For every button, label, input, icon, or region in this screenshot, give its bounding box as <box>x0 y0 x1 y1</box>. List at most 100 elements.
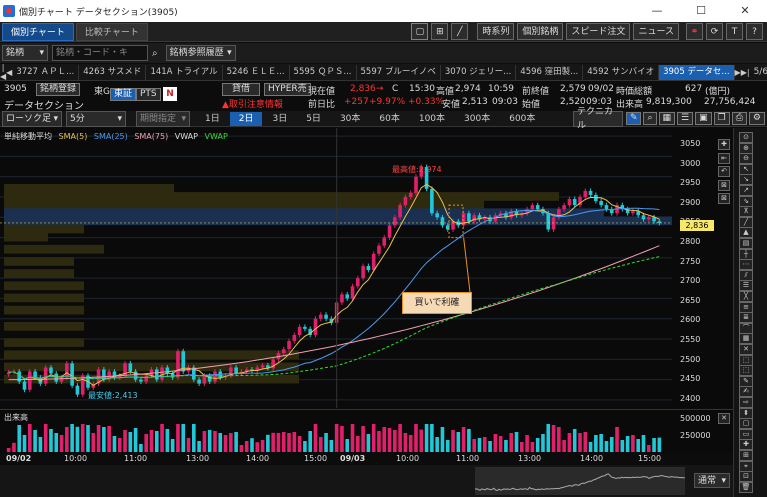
timeseries-button[interactable]: 時系列 <box>477 23 515 40</box>
maximize-icon[interactable]: ☐ <box>696 4 706 17</box>
mode-select[interactable]: 通常 ▾ <box>694 473 730 488</box>
drawing-tool-icon[interactable]: ╳ <box>739 291 753 302</box>
navigator[interactable]: 通常 ▾ <box>0 465 733 497</box>
save-icon[interactable]: ▣ <box>695 112 712 125</box>
drawing-tool-icon[interactable]: ⊡ <box>739 471 753 483</box>
drawing-tool-icon[interactable]: ▤ <box>739 238 753 249</box>
drawing-tool-icon[interactable]: ⊕ <box>739 142 753 154</box>
drawing-tool-icon[interactable]: ▢ <box>739 418 753 430</box>
minimize-icon[interactable]: — <box>651 4 663 17</box>
individual-stock-button[interactable]: 個別銘柄 <box>517 23 564 40</box>
watch-item[interactable]: 5246 ＥＬＥ... <box>223 64 290 80</box>
first-icon[interactable]: |◀ <box>0 63 7 81</box>
last-icon[interactable]: ▶| <box>740 67 750 77</box>
close-icon[interactable]: ✕ <box>740 4 750 17</box>
drawing-tool-icon[interactable]: ⊙ <box>739 132 753 143</box>
chart-type-select[interactable]: ローソク足 ▾ <box>2 110 62 127</box>
technical-button[interactable]: テクニカル <box>572 107 623 131</box>
news-button[interactable]: ニュース <box>633 23 679 40</box>
drawing-tool-icon[interactable]: ⌒ <box>739 322 753 334</box>
next-icon[interactable]: ▶ <box>734 67 741 77</box>
help-icon[interactable]: ? <box>746 23 763 40</box>
drawing-tool-icon[interactable]: ≣ <box>739 312 753 324</box>
period-button[interactable]: 100本 <box>418 113 446 124</box>
drawing-tool-icon[interactable]: 🗑 <box>739 481 753 493</box>
exchange-button[interactable]: 東証 <box>110 88 137 101</box>
period-button[interactable]: 5日 <box>306 113 321 124</box>
list-icon[interactable]: ☰ <box>677 112 694 125</box>
link-icon[interactable]: ⚭ <box>686 23 703 40</box>
nikkei-icon[interactable]: N <box>163 87 177 101</box>
warning-link[interactable]: ▲取引注意情報 <box>222 97 283 110</box>
volume-pane[interactable]: 出来高 500000 250000 ✕ <box>0 409 733 453</box>
drawing-tool-icon[interactable]: ▦ <box>739 333 753 345</box>
speed-order-button[interactable]: スピード注文 <box>566 23 631 40</box>
grid-icon[interactable]: ▦ <box>658 112 676 125</box>
text-icon[interactable]: T <box>726 23 743 40</box>
drawing-tool-icon[interactable]: ↗ <box>739 185 753 196</box>
drawing-tool-icon[interactable]: ✚ <box>739 439 753 451</box>
chart-side-tool-icon[interactable]: ⊠ <box>718 193 730 204</box>
watch-item[interactable]: 3070 ジェリー... <box>441 64 517 80</box>
watch-item[interactable]: 5595 ＱＰＳ... <box>290 64 357 80</box>
drawing-tool-icon[interactable]: ⇘ <box>739 195 753 207</box>
drawing-tool-icon[interactable]: ⊞ <box>739 450 753 461</box>
drawing-tool-icon[interactable]: ≡ <box>739 301 753 313</box>
register-button[interactable]: 銘柄登録 <box>36 83 81 96</box>
drawing-tool-icon[interactable]: ✎ <box>739 375 753 387</box>
drawing-tool-icon[interactable]: ⬚ <box>739 365 753 377</box>
search-icon[interactable]: ⌕ <box>152 47 158 59</box>
watch-item[interactable]: 141A トライアル <box>146 64 223 80</box>
brand-select[interactable]: 銘柄 ▾ <box>2 45 48 61</box>
layout-single-icon[interactable]: ▢ <box>411 23 429 40</box>
period-button[interactable]: 3日 <box>272 113 288 124</box>
drawing-tool-icon[interactable]: ✍ <box>739 386 753 398</box>
drawing-tool-icon[interactable]: ⬍ <box>739 407 753 419</box>
drawing-tool-icon[interactable]: ⌖ <box>739 460 753 472</box>
period-button[interactable]: 60本 <box>379 113 400 124</box>
watch-item[interactable]: 4263 サスメド <box>79 64 147 80</box>
drawing-tool-icon[interactable]: ⫽ <box>739 269 753 281</box>
period-button[interactable]: 30本 <box>339 113 361 124</box>
prev-icon[interactable]: ◀ <box>6 67 13 77</box>
zoom-icon[interactable]: ⌕ <box>643 112 657 125</box>
settings-icon[interactable]: ⚙ <box>748 112 765 125</box>
chart-side-tool-icon[interactable]: ↶ <box>718 166 730 177</box>
drawing-tool-icon[interactable]: ╱ <box>739 216 753 228</box>
watch-item[interactable]: 5597 ブルーイノベ <box>357 64 441 80</box>
chart-side-tool-icon[interactable]: ⊠ <box>718 179 730 191</box>
drawing-tool-icon[interactable]: ⬚ <box>739 354 753 366</box>
price-chart[interactable]: 単純移動平均 SMA(5) SMA(25) SMA(75) VWAP VWAP … <box>0 128 700 408</box>
copy-icon[interactable]: ❐ <box>713 112 730 125</box>
chart-side-tool-icon[interactable]: ✚ <box>718 139 730 150</box>
pen-icon[interactable]: ✎ <box>625 112 642 125</box>
period-select[interactable]: 期間指定 ▾ <box>136 110 190 127</box>
margin-badge[interactable]: 貸借 <box>222 83 260 96</box>
watch-item[interactable]: 4592 サンバイオ <box>583 64 660 80</box>
tab-compare-chart[interactable]: 比較チャート <box>75 22 148 41</box>
interval-select[interactable]: 5分 ▾ <box>66 110 126 127</box>
draw-line-icon[interactable]: ╱ <box>451 23 469 40</box>
drawing-tool-icon[interactable]: ┼ <box>739 248 753 260</box>
drawing-tool-icon[interactable]: ▭ <box>739 428 753 440</box>
hyper-badge[interactable]: HYPER売 <box>264 83 311 96</box>
close-pane-icon[interactable]: ✕ <box>718 413 730 424</box>
pts-button[interactable]: PTS <box>136 88 161 101</box>
search-input[interactable]: 銘柄・コード・キー... <box>52 45 148 72</box>
drawing-tool-icon[interactable]: ☰ <box>739 280 753 292</box>
period-button[interactable]: 1日 <box>205 113 220 124</box>
drawing-tool-icon[interactable]: ↖ <box>739 163 753 175</box>
watch-item[interactable]: 4596 窪田製... <box>516 64 584 80</box>
chart-side-tool-icon[interactable]: ⇤ <box>718 152 730 164</box>
drawing-tool-icon[interactable]: ⊖ <box>739 153 753 165</box>
period-button[interactable]: 300本 <box>464 113 491 124</box>
tab-individual-chart[interactable]: 個別チャート <box>2 22 74 41</box>
refresh-icon[interactable]: ⟳ <box>706 23 723 40</box>
print-icon[interactable]: ⎙ <box>731 112 747 125</box>
drawing-tool-icon[interactable]: ✕ <box>739 344 753 355</box>
drawing-tool-icon[interactable]: ⊼ <box>739 206 753 218</box>
drawing-tool-icon[interactable]: ⇨ <box>739 397 753 408</box>
layout-grid-icon[interactable]: ⊞ <box>431 23 449 40</box>
drawing-tool-icon[interactable]: ▲ <box>739 227 753 239</box>
history-select[interactable]: 銘柄参照履歴 ▾ <box>165 45 236 61</box>
